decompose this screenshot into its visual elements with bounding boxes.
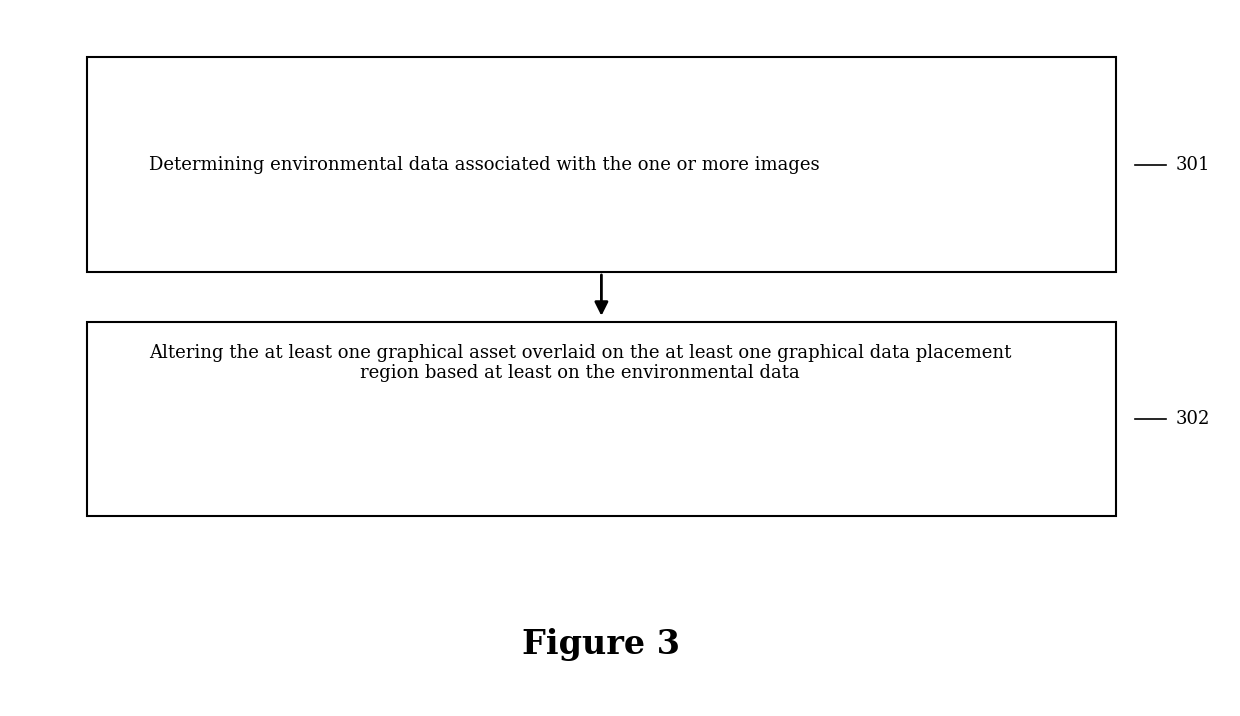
FancyBboxPatch shape: [87, 322, 1116, 516]
Text: 301: 301: [1176, 155, 1210, 174]
Text: Figure 3: Figure 3: [522, 628, 681, 661]
Text: 302: 302: [1176, 410, 1210, 428]
FancyBboxPatch shape: [87, 57, 1116, 272]
Text: Determining environmental data associated with the one or more images: Determining environmental data associate…: [149, 155, 820, 174]
Text: Altering the at least one graphical asset overlaid on the at least one graphical: Altering the at least one graphical asse…: [149, 344, 1011, 382]
